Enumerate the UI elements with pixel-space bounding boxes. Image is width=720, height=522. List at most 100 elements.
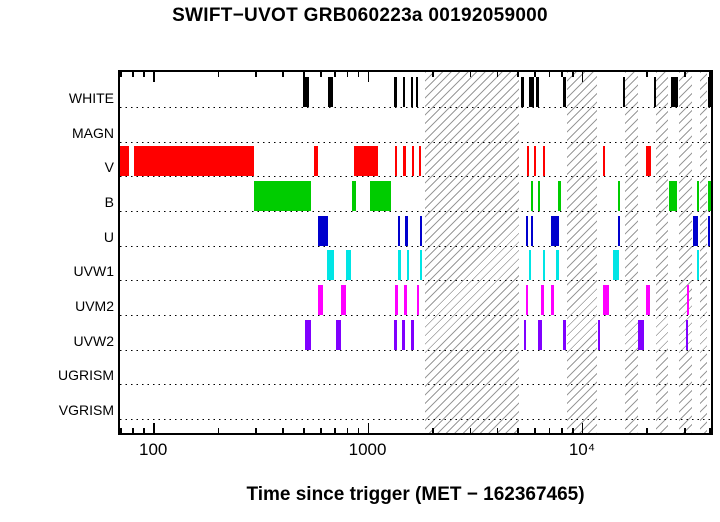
x-tick-label: 100: [139, 440, 168, 459]
filter-label: MAGN: [72, 125, 114, 141]
filter-label: UVW1: [73, 263, 114, 279]
x-tick: [334, 72, 336, 77]
exposure-bar: [394, 285, 398, 315]
exposure-bar: [416, 77, 419, 107]
x-tick: [496, 428, 499, 433]
filter-label: UGRISM: [58, 367, 114, 383]
exposure-bar: [622, 77, 626, 107]
exposure-bar: [405, 216, 408, 246]
exposure-bar: [402, 77, 406, 107]
x-tick: [143, 428, 145, 433]
exposure-bar: [562, 77, 566, 107]
exposure-bar: [404, 285, 407, 315]
x-tick: [709, 72, 711, 77]
chart-title: SWIFT−UVOT GRB060223a 00192059000: [172, 5, 548, 26]
row-baseline: [120, 419, 711, 420]
exposure-bar: [120, 146, 129, 176]
exposure-bar: [528, 77, 534, 107]
exposure-bar: [352, 181, 356, 211]
plot-area: [118, 70, 713, 435]
exposure-bar: [685, 320, 688, 350]
x-tick: [581, 72, 584, 82]
filter-labels: WHITE MAGN V B U UVW1 UVM2 UVW2 UGRISM VGRISM: [0, 0, 114, 522]
x-tick: [334, 428, 336, 433]
exposure-bar: [419, 146, 422, 176]
x-tick: [517, 428, 519, 433]
x-tick: [572, 428, 574, 433]
filter-label: U: [103, 229, 114, 245]
exposure-bar: [696, 250, 700, 280]
exposure-bar: [653, 77, 656, 107]
x-tick: [132, 72, 134, 77]
x-tick: [153, 423, 155, 433]
x-tick: [548, 72, 551, 77]
occultation-hatch: [656, 72, 668, 433]
exposure-bar: [538, 181, 541, 211]
filter-label: VGRISM: [58, 402, 114, 418]
exposure-bar: [612, 250, 620, 280]
filter-label: UVW2: [73, 333, 114, 349]
exposure-bar: [542, 146, 545, 176]
x-tick: [561, 72, 563, 77]
exposure-bar: [707, 216, 710, 246]
x-tick: [646, 428, 648, 433]
exposure-bar: [563, 320, 567, 350]
x-tick: [153, 72, 155, 82]
row-baseline: [120, 176, 711, 177]
exposure-bar: [406, 250, 409, 280]
x-tick: [646, 72, 648, 77]
x-tick: [367, 72, 370, 82]
exposure-bar: [313, 146, 319, 176]
exposure-bar: [411, 320, 414, 350]
exposure-bar: [598, 320, 601, 350]
exposure-bar: [551, 216, 559, 246]
x-tick: [561, 428, 563, 433]
x-axis-label: Time since trigger (MET − 162367465): [246, 484, 585, 505]
exposure-bar: [646, 146, 651, 176]
x-tick: [255, 428, 257, 433]
x-tick: [469, 72, 472, 77]
row-baseline: [120, 107, 711, 108]
exposure-bar: [403, 146, 406, 176]
x-tick: [709, 428, 711, 433]
exposure-bar: [303, 77, 310, 107]
x-tick: [120, 72, 122, 77]
exposure-bar: [531, 216, 534, 246]
x-tick: [432, 72, 434, 77]
exposure-bar: [692, 216, 699, 246]
filter-label: V: [104, 159, 114, 175]
exposure-bar: [708, 77, 711, 107]
x-tick: [684, 428, 686, 433]
x-tick: [320, 428, 322, 433]
exposure-bar: [345, 250, 351, 280]
exposure-bar: [411, 146, 414, 176]
x-tick: [120, 428, 122, 433]
row-baseline: [120, 211, 711, 212]
exposure-bar: [646, 285, 651, 315]
x-tick-label: 1000: [348, 440, 387, 459]
exposure-bar: [538, 320, 542, 350]
x-tick: [255, 72, 257, 77]
exposure-bar: [551, 285, 554, 315]
x-tick: [534, 428, 536, 433]
exposure-bar: [328, 77, 334, 107]
x-tick: [303, 72, 305, 77]
x-tick: [367, 423, 370, 433]
exposure-bar: [528, 250, 531, 280]
exposure-bar: [353, 146, 379, 176]
x-tick: [684, 72, 686, 77]
x-tick: [143, 72, 145, 77]
exposure-bar: [543, 250, 546, 280]
exposure-bar: [617, 181, 620, 211]
exposure-bar: [669, 181, 678, 211]
exposure-bar: [533, 146, 536, 176]
exposure-bar: [402, 320, 405, 350]
x-tick: [517, 72, 519, 77]
exposure-bar: [327, 250, 334, 280]
x-tick: [346, 72, 349, 77]
row-baseline: [120, 384, 711, 385]
row-baseline: [120, 246, 711, 247]
x-tick: [320, 72, 322, 77]
occultation-hatch: [625, 72, 638, 433]
